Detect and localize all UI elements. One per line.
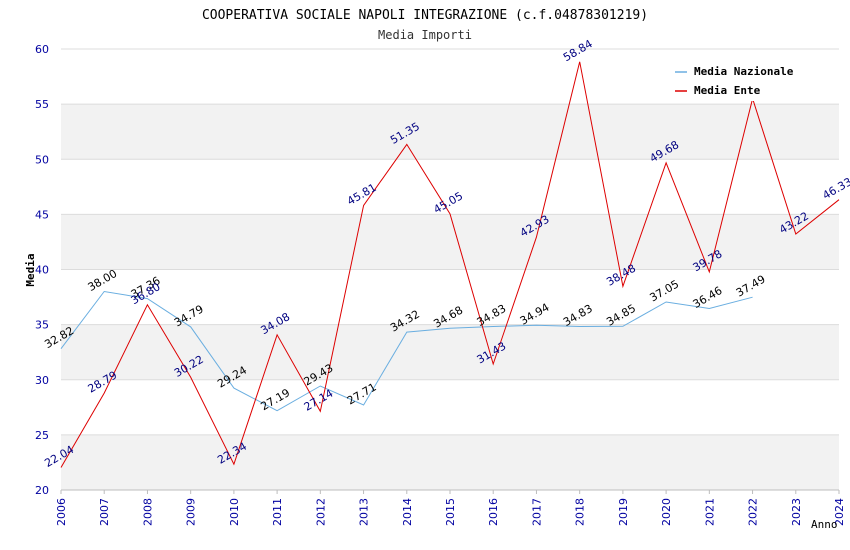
grid-band (61, 104, 839, 160)
data-label: 45.81 (345, 181, 379, 208)
data-label: 27.14 (302, 387, 336, 414)
data-label: 45.05 (431, 189, 465, 216)
x-tick-label: 2019 (617, 498, 630, 526)
y-tick-label: 60 (35, 43, 49, 56)
series-line-nazionale (60, 290, 753, 412)
x-tick-label: 2017 (530, 498, 543, 526)
grid-band (61, 214, 839, 270)
y-axis-label: Media (24, 253, 37, 286)
x-axis-label: Anno (811, 518, 838, 531)
data-label: 27.19 (258, 386, 292, 413)
x-tick-label: 2021 (703, 498, 716, 526)
x-tick-label: 2018 (574, 498, 587, 526)
data-label: 46.33 (820, 175, 850, 202)
data-label: 36.46 (691, 284, 725, 311)
grid-band (61, 434, 839, 490)
x-tick-label: 2022 (747, 498, 760, 526)
chart-title: COOPERATIVA SOCIALE NAPOLI INTEGRAZIONE … (202, 8, 648, 23)
x-tick-label: 2011 (271, 498, 284, 526)
x-tick-label: 2010 (228, 498, 241, 526)
x-tick-label: 2009 (185, 498, 198, 526)
x-tick-label: 2015 (444, 498, 457, 526)
grid-bands (61, 104, 839, 490)
legend-box (669, 60, 809, 101)
x-tick-label: 2016 (487, 498, 500, 526)
data-label: 34.94 (518, 301, 552, 328)
y-tick-label: 45 (35, 208, 49, 221)
x-tick-label: 2012 (314, 498, 327, 526)
data-label: 58.84 (561, 37, 595, 64)
x-tick-label: 2006 (55, 498, 68, 526)
data-label: 38.00 (86, 267, 120, 294)
series-group (60, 61, 840, 468)
chart-subtitle: Media Importi (378, 28, 472, 42)
legend-label-nazionale: Media Nazionale (694, 65, 794, 78)
data-label: 37.49 (734, 273, 768, 300)
x-tick-label: 2007 (98, 498, 111, 526)
x-tick-label: 2013 (358, 498, 371, 526)
y-tick-label: 35 (35, 319, 49, 332)
x-tick-label: 2020 (660, 498, 673, 526)
y-tick-label: 25 (35, 429, 49, 442)
y-tick-label: 40 (35, 264, 49, 277)
x-tick-label: 2024 (833, 498, 846, 526)
data-label: 27.71 (345, 380, 379, 407)
y-tick-label: 50 (35, 153, 49, 166)
axes: 20 25 30 35 40 45 50 55 60 2006 2007 2008 2009 2010 20… (35, 43, 846, 526)
y-tick-label: 55 (35, 98, 49, 111)
x-tick-label: 2008 (141, 498, 154, 526)
series-line-ente (60, 61, 840, 468)
legend: Media Nazionale Media Ente (669, 60, 809, 101)
x-tick-label: 2014 (401, 498, 414, 526)
grid-band (61, 324, 839, 380)
x-tick-label: 2023 (790, 498, 803, 526)
legend-label-ente: Media Ente (694, 84, 761, 97)
y-tick-label: 30 (35, 374, 49, 387)
data-label: 37.05 (647, 277, 681, 304)
y-tick-label: 20 (35, 484, 49, 497)
